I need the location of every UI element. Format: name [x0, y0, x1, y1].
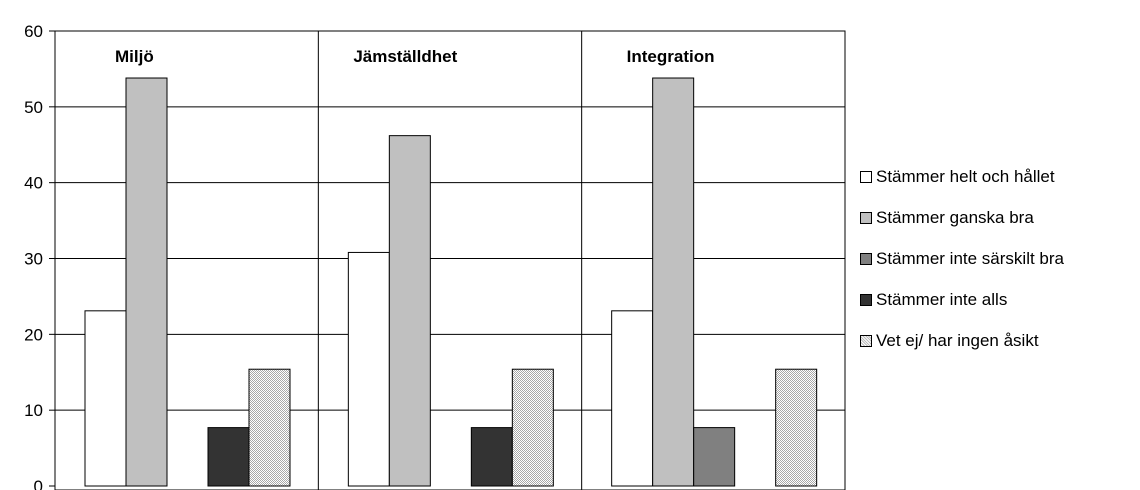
- legend-item: Vet ej/ har ingen åsikt: [860, 331, 1135, 350]
- y-tick-label: 40: [24, 174, 43, 193]
- legend-item: Stämmer inte särskilt bra: [860, 249, 1135, 268]
- legend: Stämmer helt och hållet Stämmer ganska br…: [860, 167, 1135, 373]
- y-tick-label: 60: [24, 22, 43, 41]
- bar: [248, 368, 291, 487]
- bar: [84, 310, 127, 487]
- bar: [347, 251, 390, 487]
- bar: [470, 427, 513, 487]
- legend-swatch: [860, 335, 872, 347]
- plot-frame: [54, 30, 846, 490]
- y-tick-label: 0: [34, 477, 43, 490]
- legend-label: Stämmer inte alls: [876, 290, 1008, 309]
- group-title: Jämställdhet: [353, 47, 457, 66]
- bars: [84, 77, 818, 487]
- y-tick-label: 20: [24, 325, 43, 344]
- legend-swatch: [860, 294, 872, 306]
- bar: [693, 427, 736, 487]
- legend-label: Stämmer helt och hållet: [876, 167, 1055, 186]
- legend-swatch: [860, 253, 872, 265]
- bar: [611, 310, 654, 487]
- group-titles: Miljö Jämställdhet Integration: [115, 47, 715, 66]
- legend-item: Stämmer inte alls: [860, 290, 1135, 309]
- grid-lines: [55, 30, 845, 490]
- bar: [775, 368, 818, 487]
- bar: [125, 77, 168, 487]
- bar: [207, 427, 250, 487]
- legend-item: Stämmer ganska bra: [860, 208, 1135, 227]
- bar: [652, 77, 695, 487]
- group-title: Integration: [627, 47, 715, 66]
- legend-label: Vet ej/ har ingen åsikt: [876, 331, 1039, 350]
- y-tick-label: 30: [24, 250, 43, 269]
- legend-label: Stämmer ganska bra: [876, 208, 1034, 227]
- legend-label: Stämmer inte särskilt bra: [876, 249, 1064, 268]
- y-tick-label: 10: [24, 401, 43, 420]
- bar: [388, 135, 431, 487]
- group-title: Miljö: [115, 47, 154, 66]
- y-axis: 0 10 20 30 40 50 60: [24, 22, 55, 490]
- legend-swatch: [860, 171, 872, 183]
- legend-item: Stämmer helt och hållet: [860, 167, 1135, 186]
- y-tick-label: 50: [24, 98, 43, 117]
- bar: [511, 368, 554, 487]
- legend-swatch: [860, 212, 872, 224]
